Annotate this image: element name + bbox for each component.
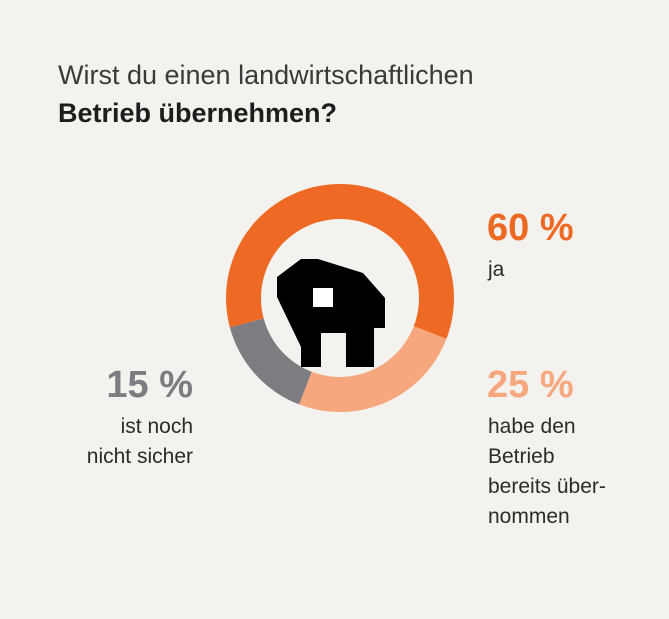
slice-value-unsicher: 15 % xyxy=(106,364,193,406)
donut-chart xyxy=(226,183,454,412)
donut-slice-unsicher xyxy=(229,318,312,405)
donut-slice-ja xyxy=(226,183,454,339)
slice-value-uebernommen: 25 % xyxy=(487,364,574,406)
slice-label-unsicher: ist noch nicht sicher xyxy=(86,415,193,468)
donut-slices xyxy=(226,183,454,412)
donut-slice-uebernommen xyxy=(299,326,447,412)
chart-title-line2: Betrieb übernehmen? xyxy=(58,98,338,128)
barn-icon xyxy=(277,259,385,367)
slice-label-ja: ja xyxy=(488,258,505,281)
slice-value-ja: 60 % xyxy=(487,207,574,249)
chart-title-line1: Wirst du einen landwirtschaftlichen xyxy=(58,60,474,90)
slice-label-uebernommen: habe den Betrieb bereits über- nommen xyxy=(488,415,606,528)
